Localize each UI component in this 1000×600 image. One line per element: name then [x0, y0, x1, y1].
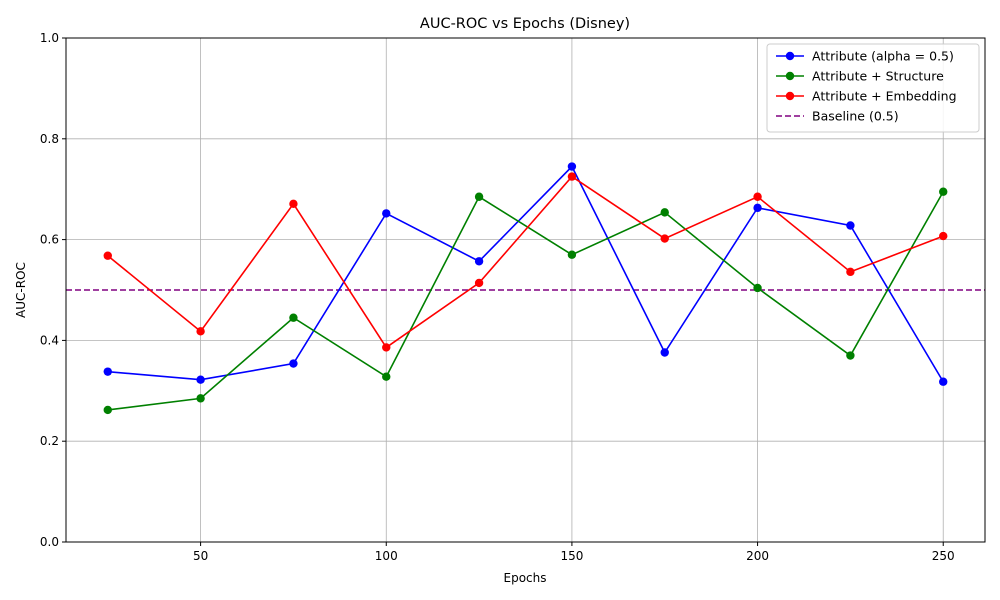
legend-label: Attribute + Embedding [812, 89, 957, 104]
legend-marker [785, 71, 795, 81]
series-line [107, 175, 944, 349]
legend-label: Baseline (0.5) [812, 109, 899, 124]
series-layer [103, 162, 948, 415]
data-point [846, 267, 855, 277]
y-axis-title: AUC-ROC [14, 262, 28, 318]
legend-label: Attribute + Structure [812, 69, 944, 84]
data-point [382, 209, 391, 218]
data-point [474, 192, 484, 201]
data-point [939, 187, 948, 196]
data-point [382, 372, 391, 381]
data-point [660, 348, 669, 357]
data-point [474, 257, 484, 266]
y-tick-label: 0.0 [40, 535, 59, 549]
data-point [939, 231, 948, 241]
data-point [660, 208, 669, 217]
y-tick-label: 0.6 [40, 233, 59, 247]
series-2 [103, 187, 948, 415]
legend-label: Attribute (alpha = 0.5) [812, 49, 954, 64]
x-tick-label: 150 [560, 549, 583, 563]
data-point [846, 351, 855, 360]
data-point [567, 250, 577, 259]
legend-item: Attribute + Embedding [776, 89, 957, 104]
data-point [846, 221, 855, 230]
x-tick-label: 250 [932, 549, 955, 563]
legend-item: Attribute (alpha = 0.5) [776, 49, 954, 64]
data-point [196, 394, 205, 403]
data-point [103, 367, 112, 376]
legend-box [766, 43, 980, 133]
x-tick-label: 100 [375, 549, 398, 563]
data-point [753, 283, 762, 293]
ticks: 50 100 150 200 250 0.0 0.2 0.4 0.6 0.8 1.0 [40, 31, 955, 563]
series-line [107, 165, 944, 383]
series-3 [103, 172, 948, 352]
data-point [289, 313, 298, 322]
data-point [196, 375, 205, 384]
data-point [103, 405, 112, 415]
x-tick-label: 50 [193, 549, 208, 563]
x-axis-title: Epochs [504, 571, 547, 585]
legend-item: Attribute + Structure [776, 69, 944, 84]
data-point [567, 162, 577, 171]
data-point [939, 377, 948, 386]
x-tick-label: 200 [746, 549, 769, 563]
series-1 [103, 162, 948, 386]
data-point [660, 234, 669, 243]
plot-frame [65, 37, 986, 543]
y-tick-label: 0.4 [40, 333, 59, 347]
y-tick-label: 1.0 [40, 31, 59, 45]
data-point [196, 327, 205, 336]
y-tick-label: 0.8 [40, 132, 59, 146]
data-point [753, 203, 762, 213]
y-tick-label: 0.2 [40, 434, 59, 448]
data-point [474, 278, 484, 288]
legend: Attribute (alpha = 0.5) Attribute + Struc… [766, 43, 980, 133]
data-point [753, 192, 762, 201]
data-point [289, 199, 298, 209]
legend-item: Baseline (0.5) [776, 109, 899, 124]
chart-title: AUC-ROC vs Epochs (Disney) [420, 16, 630, 32]
legend-marker [785, 91, 795, 101]
series-line [107, 191, 944, 411]
data-point [382, 343, 391, 352]
data-point [103, 251, 112, 260]
data-point [289, 359, 298, 368]
legend-marker [785, 51, 795, 61]
data-point [567, 172, 577, 181]
